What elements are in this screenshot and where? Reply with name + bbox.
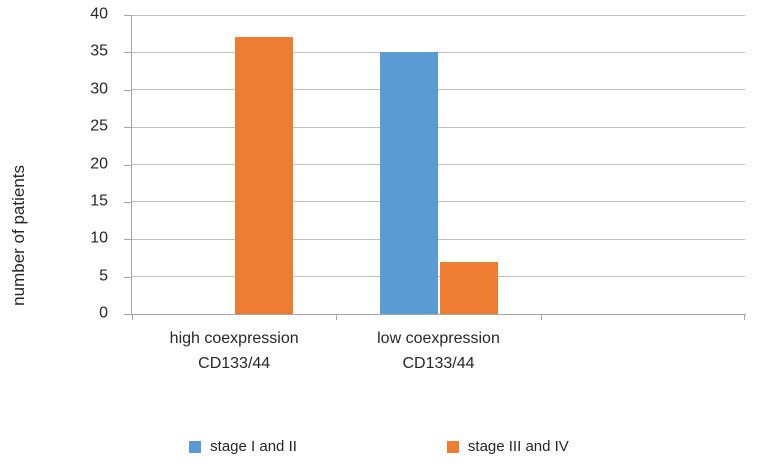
y-tick-mark <box>124 127 132 129</box>
gridline <box>132 14 745 16</box>
y-tick-mark <box>124 89 132 91</box>
y-tick-label: 20 <box>90 155 108 173</box>
bar-stage-iii-and-iv <box>439 261 498 314</box>
y-axis-title-box: number of patients <box>2 95 36 375</box>
y-tick-label: 15 <box>90 192 108 210</box>
x-tick-mark <box>540 314 542 320</box>
y-tick-mark <box>124 201 132 203</box>
y-tick-mark <box>124 164 132 166</box>
y-tick-label: 10 <box>90 229 108 247</box>
x-tick-mark <box>132 314 133 320</box>
y-tick-mark <box>124 15 132 16</box>
y-tick-mark <box>124 276 132 278</box>
y-tick-mark <box>124 239 132 241</box>
y-axis-title: number of patients <box>9 164 28 306</box>
gridline <box>132 238 745 240</box>
y-tick-mark <box>124 314 132 315</box>
y-tick-label: 30 <box>90 80 108 98</box>
y-tick-label: 25 <box>90 117 108 135</box>
x-axis-line <box>131 314 746 315</box>
y-tick-label: 35 <box>90 43 108 61</box>
y-tick-mark <box>124 52 132 54</box>
bar-stage-iii-and-iv <box>235 37 294 314</box>
y-tick-label: 5 <box>99 267 108 285</box>
plot-area <box>132 14 745 314</box>
x-tick-mark <box>744 314 745 320</box>
gridline <box>132 51 745 53</box>
gridline <box>132 201 745 203</box>
legend-swatch <box>189 440 202 453</box>
gridline <box>132 126 745 128</box>
legend-item: stage I and II <box>189 438 297 455</box>
x-category-label: low coexpression CD133/44 <box>377 330 500 372</box>
y-tick-label: 40 <box>90 5 108 23</box>
x-tick-mark <box>336 314 338 320</box>
x-category-label: high coexpression CD133/44 <box>169 330 299 372</box>
legend-swatch <box>446 440 459 453</box>
gridline <box>132 89 745 91</box>
gridline <box>132 276 745 278</box>
legend-label: stage I and II <box>210 438 297 455</box>
legend-item: stage III and IV <box>446 438 569 455</box>
legend-label: stage III and IV <box>467 438 569 455</box>
legend: stage I and II stage III and IV <box>0 438 758 455</box>
gridline <box>132 164 745 165</box>
y-tick-label: 0 <box>99 304 108 322</box>
bar-stage-i-and-ii <box>379 52 438 314</box>
